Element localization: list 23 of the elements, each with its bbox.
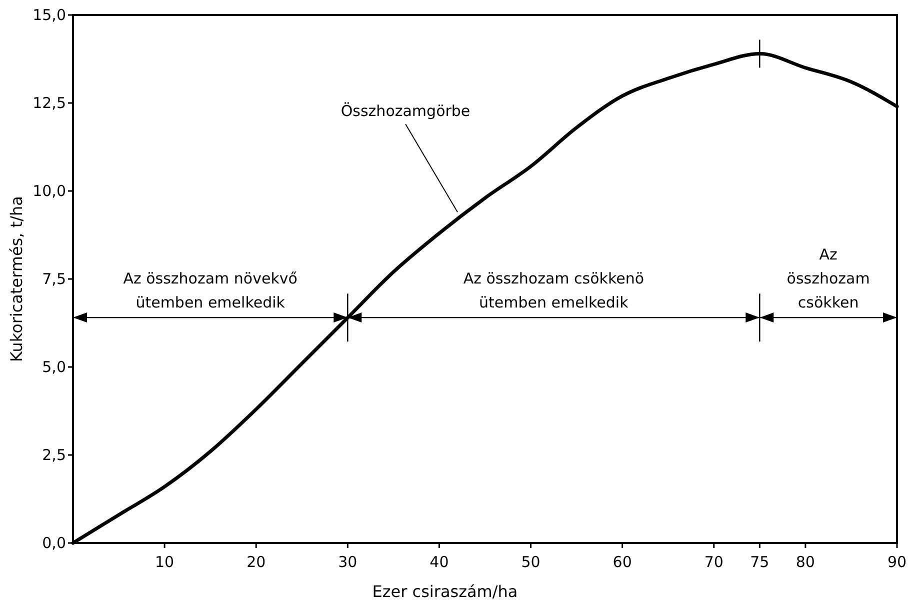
- y-tick-label: 15,0: [32, 6, 66, 24]
- x-tick-label: 50: [521, 553, 540, 571]
- x-tick-label: 10: [155, 553, 174, 571]
- y-tick-label: 12,5: [32, 94, 66, 112]
- y-tick-label: 2,5: [42, 446, 66, 464]
- y-tick-label: 5,0: [42, 358, 66, 376]
- x-tick-label: 30: [338, 553, 358, 571]
- x-tick-label: 90: [887, 553, 907, 571]
- annotation: Az összhozam csökkenö ütemben emelkedik: [463, 270, 644, 312]
- x-tick-label: 40: [430, 553, 449, 571]
- y-axis-title: Kukoricatermés, t/ha: [7, 196, 26, 362]
- annotation: Az összhozam növekvő ütemben emelkedik: [123, 270, 298, 312]
- x-tick-label: 80: [796, 553, 815, 571]
- y-tick-label: 7,5: [42, 270, 66, 288]
- x-tick-label: 20: [246, 553, 266, 571]
- x-tick-label: 75: [750, 553, 770, 571]
- x-axis-title: Ezer csiraszám/ha: [372, 582, 518, 601]
- x-tick-label: 60: [612, 553, 632, 571]
- y-tick-label: 0,0: [42, 534, 66, 552]
- y-tick-label: 10,0: [32, 182, 66, 200]
- annotation: Összhozamgörbe: [340, 102, 470, 120]
- annotation: Az összhozam csökken: [786, 246, 870, 312]
- x-tick-label: 70: [704, 553, 724, 571]
